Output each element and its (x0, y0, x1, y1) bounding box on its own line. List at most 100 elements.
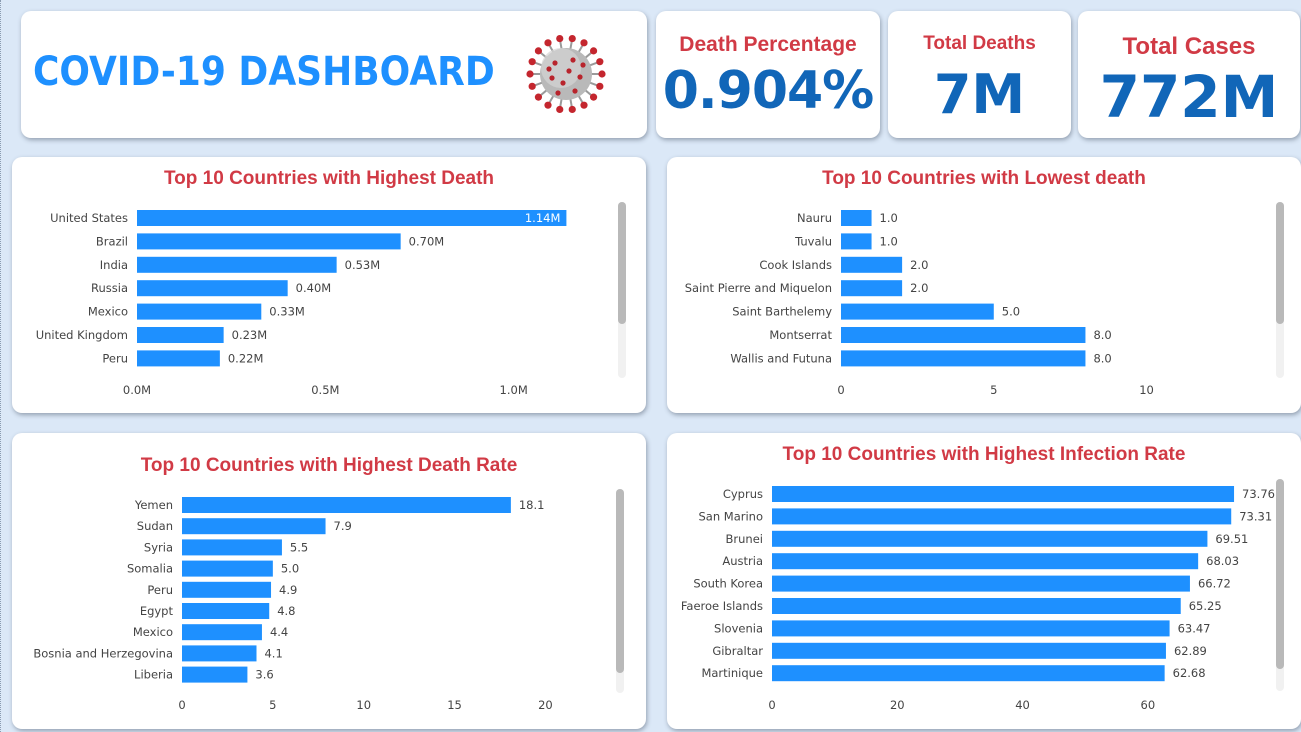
scrollbar[interactable] (618, 202, 626, 378)
data-label: 1.0 (880, 234, 898, 248)
bar (841, 327, 1086, 343)
category-label: United Kingdom (36, 328, 128, 342)
x-tick-label: 10 (1139, 383, 1154, 397)
x-tick-label: 20 (890, 698, 905, 712)
data-label: 69.51 (1215, 532, 1248, 546)
category-label: Brunei (726, 532, 763, 546)
highest-death-rate-chart-card: Top 10 Countries with Highest Death Rate… (12, 433, 646, 729)
x-tick-label: 10 (356, 698, 371, 712)
data-label: 3.6 (255, 668, 273, 682)
x-tick-label: 5 (269, 698, 276, 712)
category-label: Slovenia (714, 621, 763, 635)
data-label: 63.47 (1178, 621, 1211, 635)
scrollbar-thumb[interactable] (618, 202, 626, 324)
x-tick-label: 0 (178, 698, 185, 712)
total-cases-card: Total Cases 772M (1078, 11, 1300, 138)
bar (182, 624, 262, 641)
data-label: 0.40M (296, 281, 332, 295)
data-label: 5.5 (290, 540, 308, 554)
data-label: 1.14M (525, 211, 561, 225)
data-label: 4.1 (264, 646, 282, 660)
category-label: Saint Barthelemy (732, 305, 832, 319)
highest-infection-rate-chart-card: Top 10 Countries with Highest Infection … (667, 433, 1301, 729)
scrollbar[interactable] (1276, 479, 1284, 691)
bar (182, 581, 272, 598)
data-label: 4.9 (279, 583, 297, 597)
category-label: Somalia (127, 562, 173, 576)
bar (841, 350, 1086, 367)
data-label: 8.0 (1093, 351, 1111, 365)
data-label: 18.1 (519, 498, 545, 512)
bar (137, 350, 220, 367)
data-label: 0.53M (345, 258, 381, 272)
chart-title: Top 10 Countries with Highest Death Rate (140, 455, 518, 476)
bar (182, 645, 257, 662)
bar (137, 303, 262, 320)
title-card: COVID-19 DASHBOARD (21, 11, 647, 138)
data-label: 62.68 (1173, 666, 1206, 680)
data-label: 66.72 (1198, 577, 1231, 591)
category-label: Cyprus (723, 487, 763, 501)
x-tick-label: 0 (768, 698, 775, 712)
bar (182, 497, 511, 513)
x-tick-label: 15 (447, 698, 462, 712)
category-label: Yemen (134, 498, 173, 512)
bar (841, 256, 903, 273)
data-label: 62.89 (1174, 644, 1207, 658)
highest-death-chart: United States 1.14M Brazil 0.70M India 0.53M R… (36, 210, 567, 397)
bar (137, 210, 567, 226)
scrollbar-thumb[interactable] (616, 489, 624, 673)
category-label: Austria (722, 554, 763, 568)
category-label: Syria (144, 540, 173, 554)
category-label: Peru (102, 351, 128, 365)
bar (772, 598, 1181, 614)
bar (841, 303, 994, 320)
bar (772, 530, 1208, 547)
data-label: 0.33M (269, 305, 305, 319)
category-label: Russia (91, 281, 128, 295)
bar (841, 233, 872, 250)
x-tick-label: 0.5M (311, 383, 339, 397)
x-tick-label: 1.0M (500, 383, 528, 397)
scrollbar-thumb[interactable] (1276, 202, 1284, 324)
scrollbar[interactable] (1276, 202, 1284, 378)
category-label: Cook Islands (759, 258, 832, 272)
x-tick-label: 0.0M (123, 383, 151, 397)
x-tick-label: 0 (837, 383, 844, 397)
highest-death-chart-card: Top 10 Countries with Highest Death Unit… (12, 157, 646, 413)
category-label: Mexico (133, 625, 173, 639)
data-label: 73.76 (1242, 487, 1275, 501)
total-deaths-label: Total Deaths (923, 33, 1036, 54)
x-tick-label: 5 (990, 383, 997, 397)
category-label: Liberia (134, 668, 173, 682)
x-tick-label: 60 (1141, 698, 1156, 712)
bar (137, 256, 337, 273)
data-label: 5.0 (281, 562, 299, 576)
total-deaths-value: 7M (933, 63, 1026, 126)
death-percentage-card: Death Percentage 0.904% (656, 11, 880, 138)
category-label: Egypt (140, 604, 174, 618)
bar (137, 327, 224, 343)
chart-title: Top 10 Countries with Lowest death (822, 168, 1146, 189)
bar (841, 280, 903, 297)
death-percentage-value: 0.904% (662, 61, 875, 121)
bar (182, 560, 273, 577)
highest-infection-rate-chart: Cyprus 73.76 San Marino 73.31 Brunei 69.51 Aus… (681, 486, 1275, 712)
category-label: Tuvalu (794, 234, 832, 248)
bar (772, 642, 1166, 659)
category-label: Montserrat (769, 328, 832, 342)
total-cases-label: Total Cases (1122, 33, 1256, 60)
bar (772, 508, 1232, 525)
data-label: 68.03 (1206, 554, 1239, 568)
category-label: Wallis and Futuna (730, 351, 832, 365)
category-label: Sudan (137, 519, 173, 533)
scrollbar[interactable] (616, 489, 624, 693)
category-label: Nauru (797, 211, 832, 225)
scrollbar-thumb[interactable] (1276, 479, 1284, 669)
data-label: 8.0 (1093, 328, 1111, 342)
data-label: 0.70M (409, 234, 445, 248)
data-label: 4.4 (270, 625, 288, 639)
category-label: India (100, 258, 128, 272)
bar (137, 233, 401, 250)
bar (182, 666, 248, 683)
